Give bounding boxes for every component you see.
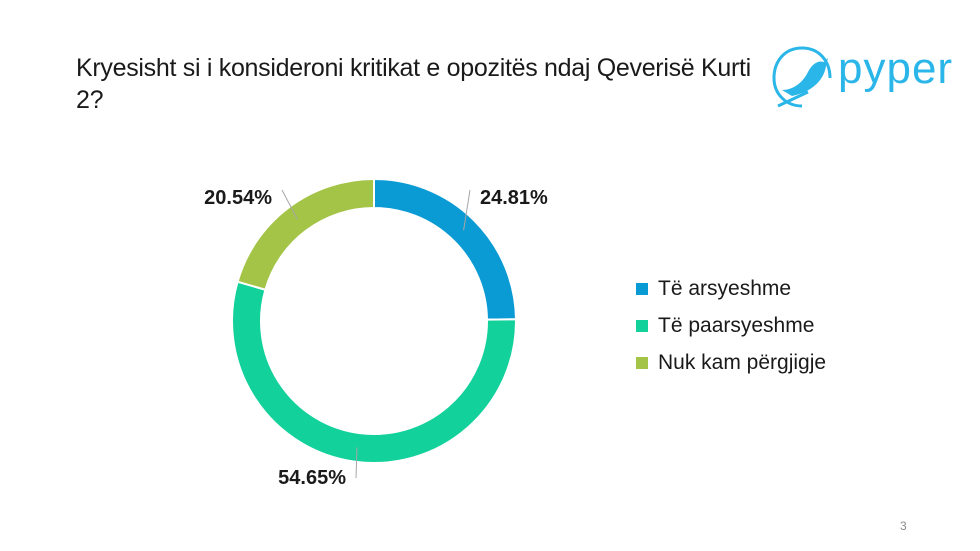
chart-title: Kryesisht si i konsideroni kritikat e op…	[76, 54, 751, 114]
data-label: 20.54%	[204, 187, 272, 209]
leader-line	[355, 447, 358, 479]
logo-text: pyper	[838, 44, 954, 93]
legend-item: Të arsyeshme	[636, 270, 826, 307]
legend-label: Të arsyeshme	[658, 276, 792, 300]
page-number: 3	[900, 519, 907, 533]
bird-icon	[772, 46, 832, 108]
legend-swatch	[636, 282, 648, 295]
legend-item: Nuk kam përgjigje	[636, 344, 826, 381]
data-label: 54.65%	[278, 467, 346, 489]
chart-legend: Të arsyeshme Të paarsyeshme Nuk kam përgji…	[636, 270, 826, 381]
leader-line	[281, 189, 298, 220]
data-label: 24.81%	[480, 187, 548, 209]
legend-label: Nuk kam përgjigje	[658, 350, 827, 374]
legend-label: Të paarsyeshme	[658, 313, 815, 337]
pyper-logo	[772, 46, 832, 108]
legend-item: Të paarsyeshme	[636, 307, 826, 344]
legend-swatch	[636, 356, 648, 369]
leader-line	[463, 189, 471, 231]
donut-slice	[231, 280, 517, 464]
donut-slice	[236, 177, 375, 291]
legend-swatch	[636, 319, 648, 332]
